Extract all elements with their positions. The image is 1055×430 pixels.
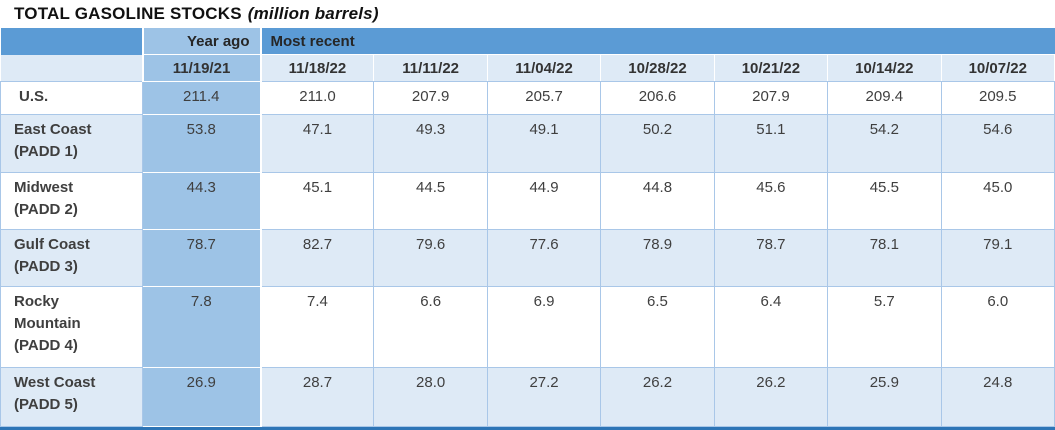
- value-cell: 50.2: [600, 114, 715, 173]
- value-cell: 5.7: [827, 286, 942, 368]
- value-cell: 207.9: [373, 81, 488, 115]
- row-label-line: U.S.: [19, 88, 49, 105]
- value-cell: 79.6: [373, 229, 488, 287]
- group-header-row: Year ago Most recent: [0, 28, 1055, 55]
- value-cell: 26.2: [714, 367, 829, 427]
- value-cell: 45.1: [260, 172, 375, 230]
- table-row-rocky-mountain: Rocky Mountain (PADD 4) 7.8 7.4 6.6 6.9 …: [0, 286, 1055, 368]
- value-cell: 7.4: [260, 286, 375, 368]
- corner-cell: [0, 28, 144, 55]
- value-cell: 25.9: [827, 367, 942, 427]
- most-recent-group-header: Most recent: [260, 28, 1055, 55]
- date-header: 11/04/22: [487, 54, 602, 82]
- value-cell: 28.0: [373, 367, 488, 427]
- gasoline-stocks-table: Year ago Most recent 11/19/21 11/18/22 1…: [0, 28, 1055, 427]
- table-row-gulf-coast: Gulf Coast (PADD 3) 78.7 82.7 79.6 77.6 …: [0, 229, 1055, 287]
- row-label: U.S.: [0, 81, 143, 115]
- value-cell: 206.6: [600, 81, 715, 115]
- value-cell: 45.0: [941, 172, 1055, 230]
- year-ago-cell: 53.8: [142, 114, 262, 173]
- year-ago-cell: 78.7: [142, 229, 262, 287]
- value-cell: 207.9: [714, 81, 829, 115]
- value-cell: 6.9: [487, 286, 602, 368]
- value-cell: 47.1: [260, 114, 375, 173]
- value-cell: 82.7: [260, 229, 375, 287]
- value-cell: 51.1: [714, 114, 829, 173]
- title-text: TOTAL GASOLINE STOCKS: [14, 4, 242, 23]
- value-cell: 44.9: [487, 172, 602, 230]
- row-label-line: East Coast: [14, 121, 92, 138]
- value-cell: 78.1: [827, 229, 942, 287]
- row-label-line: Mountain: [14, 315, 81, 332]
- value-cell: 44.5: [373, 172, 488, 230]
- value-cell: 45.5: [827, 172, 942, 230]
- value-cell: 27.2: [487, 367, 602, 427]
- table-row-east-coast: East Coast (PADD 1) 53.8 47.1 49.3 49.1 …: [0, 114, 1055, 173]
- year-ago-group-header: Year ago: [142, 28, 262, 55]
- row-label-line: Gulf Coast: [14, 236, 90, 253]
- row-label: Midwest (PADD 2): [0, 172, 143, 230]
- row-label-line: West Coast: [14, 374, 96, 391]
- value-cell: 77.6: [487, 229, 602, 287]
- date-header: 10/07/22: [941, 54, 1055, 82]
- value-cell: 209.5: [941, 81, 1055, 115]
- date-header-row: 11/19/21 11/18/22 11/11/22 11/04/22 10/2…: [0, 54, 1055, 82]
- value-cell: 6.0: [941, 286, 1055, 368]
- value-cell: 54.2: [827, 114, 942, 173]
- row-label: Gulf Coast (PADD 3): [0, 229, 143, 287]
- value-cell: 211.0: [260, 81, 375, 115]
- row-label-line: (PADD 3): [14, 258, 78, 275]
- value-cell: 24.8: [941, 367, 1055, 427]
- year-ago-cell: 26.9: [142, 367, 262, 427]
- date-header: 10/21/22: [714, 54, 829, 82]
- row-label-line: (PADD 5): [14, 396, 78, 413]
- table-row-us: U.S. 211.4 211.0 207.9 205.7 206.6 207.9…: [0, 81, 1055, 115]
- table-row-midwest: Midwest (PADD 2) 44.3 45.1 44.5 44.9 44.…: [0, 172, 1055, 230]
- value-cell: 79.1: [941, 229, 1055, 287]
- date-header: 10/28/22: [600, 54, 715, 82]
- value-cell: 6.4: [714, 286, 829, 368]
- title-unit: (million barrels): [247, 4, 379, 23]
- page-title: TOTAL GASOLINE STOCKS (million barrels): [0, 0, 1055, 28]
- date-header: 11/11/22: [373, 54, 488, 82]
- year-ago-cell: 44.3: [142, 172, 262, 230]
- blank-header-cell: [0, 54, 144, 82]
- value-cell: 6.5: [600, 286, 715, 368]
- value-cell: 44.8: [600, 172, 715, 230]
- row-label-line: Rocky: [14, 293, 60, 310]
- value-cell: 26.2: [600, 367, 715, 427]
- row-label: East Coast (PADD 1): [0, 114, 143, 173]
- value-cell: 78.9: [600, 229, 715, 287]
- row-label: West Coast (PADD 5): [0, 367, 143, 427]
- row-label-line: (PADD 4): [14, 337, 78, 354]
- value-cell: 209.4: [827, 81, 942, 115]
- row-label-line: (PADD 2): [14, 201, 78, 218]
- value-cell: 45.6: [714, 172, 829, 230]
- date-header: 11/18/22: [260, 54, 375, 82]
- value-cell: 78.7: [714, 229, 829, 287]
- year-ago-cell: 211.4: [142, 81, 262, 115]
- row-label-line: Midwest: [14, 179, 74, 196]
- value-cell: 54.6: [941, 114, 1055, 173]
- date-header: 11/19/21: [142, 54, 262, 82]
- value-cell: 49.1: [487, 114, 602, 173]
- value-cell: 6.6: [373, 286, 488, 368]
- year-ago-cell: 7.8: [142, 286, 262, 368]
- row-label: Rocky Mountain (PADD 4): [0, 286, 143, 368]
- value-cell: 28.7: [260, 367, 375, 427]
- table-row-west-coast: West Coast (PADD 5) 26.9 28.7 28.0 27.2 …: [0, 367, 1055, 427]
- value-cell: 205.7: [487, 81, 602, 115]
- row-label-line: (PADD 1): [14, 143, 78, 160]
- date-header: 10/14/22: [827, 54, 942, 82]
- value-cell: 49.3: [373, 114, 488, 173]
